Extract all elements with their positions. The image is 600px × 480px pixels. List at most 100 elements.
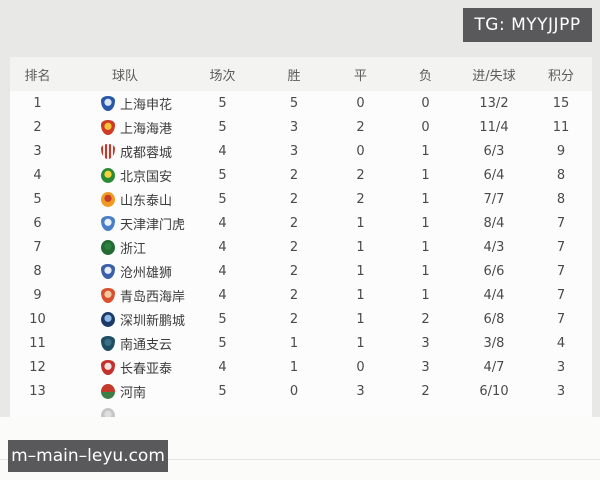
points-cell: 3 [556, 383, 566, 399]
team-cell[interactable]: 深圳新鹏城 [65, 310, 185, 329]
team-name: 浙江 [120, 241, 147, 257]
points-cell: 3 [556, 359, 566, 375]
points-cell: 7 [556, 215, 566, 231]
team-cell[interactable]: 上海申花 [65, 94, 185, 113]
rank-cell: 8 [33, 263, 42, 279]
team-cell[interactable]: 天津津门虎 [65, 214, 185, 233]
rank-cell: 6 [33, 215, 42, 231]
rank-cell: 9 [33, 287, 42, 303]
points-cell: 8 [556, 191, 566, 207]
team-name: 沧州雄狮 [120, 265, 173, 281]
rank-cell: 4 [33, 167, 42, 183]
draws-cell: 1 [356, 239, 365, 255]
losses-cell: 0 [421, 119, 430, 135]
goals-cell: 4/7 [483, 359, 505, 375]
team-logo-icon [101, 287, 115, 303]
table-row[interactable]: 9 青岛西海岸 4 2 1 1 4/4 7 [10, 283, 592, 307]
wins-cell: 2 [289, 311, 299, 327]
goals-cell: 13/2 [479, 95, 509, 111]
table-row[interactable]: 11 南通支云 5 1 1 3 3/8 4 [10, 331, 592, 355]
played-cell: 4 [218, 239, 227, 255]
team-name: 青岛西海岸 [120, 289, 185, 305]
rank-cell: 11 [29, 335, 46, 351]
wins-cell: 1 [289, 359, 299, 375]
rank-cell: 5 [33, 191, 42, 207]
rank-cell: 10 [29, 311, 46, 327]
team-cell[interactable]: 青岛西海岸 [65, 286, 185, 305]
team-name: 长春亚泰 [120, 361, 173, 377]
goals-cell: 6/10 [479, 383, 509, 399]
draws-cell: 0 [356, 95, 365, 111]
team-cell[interactable]: 浙江 [65, 238, 185, 257]
wins-cell: 2 [289, 191, 299, 207]
team-cell[interactable]: 长春亚泰 [65, 358, 185, 377]
team-logo-icon [101, 335, 115, 351]
played-cell: 4 [218, 263, 227, 279]
team-name: 成都蓉城 [120, 145, 173, 161]
team-name: 上海海港 [120, 121, 173, 137]
team-cell[interactable]: 上海海港 [65, 118, 185, 137]
team-name: 山东泰山 [120, 193, 173, 209]
draws-cell: 1 [356, 287, 365, 303]
draws-cell: 3 [356, 383, 365, 399]
played-cell: 4 [218, 215, 227, 231]
col-header-team: 球队 [111, 68, 138, 84]
played-cell: 4 [218, 287, 227, 303]
goals-cell: 6/4 [483, 167, 505, 183]
draws-cell: 1 [356, 215, 365, 231]
wins-cell: 2 [289, 263, 299, 279]
table-row[interactable]: 12 长春亚泰 4 1 0 3 4/7 3 [10, 355, 592, 379]
table-row[interactable]: 7 浙江 4 2 1 1 4/3 7 [10, 235, 592, 259]
points-cell: 7 [556, 311, 566, 327]
table-row[interactable]: 13 河南 5 0 3 2 6/10 3 [10, 379, 592, 403]
table-row[interactable]: 1 上海申花 5 5 0 0 13/2 15 [10, 91, 592, 115]
points-cell: 8 [556, 167, 566, 183]
team-cell[interactable]: 沧州雄狮 [65, 262, 185, 281]
col-header-draws: 平 [353, 68, 367, 84]
table-row[interactable]: 8 沧州雄狮 4 2 1 1 6/6 7 [10, 259, 592, 283]
goals-cell: 4/4 [483, 287, 505, 303]
team-cell[interactable]: 山东泰山 [65, 190, 185, 209]
goals-cell: 3/8 [483, 335, 505, 351]
team-name: 北京国安 [120, 169, 173, 185]
team-logo-icon [101, 119, 115, 135]
losses-cell: 3 [421, 335, 430, 351]
played-cell: 5 [218, 383, 227, 399]
table-row[interactable]: 5 山东泰山 5 2 2 1 7/7 8 [10, 187, 592, 211]
wins-cell: 3 [289, 119, 299, 135]
rank-cell: 12 [29, 359, 46, 375]
team-name: 深圳新鹏城 [120, 313, 185, 329]
played-cell: 5 [218, 335, 227, 351]
goals-cell: 4/3 [483, 239, 505, 255]
team-logo-icon [101, 95, 115, 111]
team-cell[interactable]: 南通支云 [65, 334, 185, 353]
wins-cell: 0 [289, 383, 299, 399]
rank-cell: 1 [33, 95, 42, 111]
col-header-played: 场次 [209, 68, 236, 84]
table-row[interactable] [10, 403, 592, 417]
losses-cell: 1 [421, 239, 430, 255]
team-logo-icon [101, 191, 115, 207]
table-row[interactable]: 6 天津津门虎 4 2 1 1 8/4 7 [10, 211, 592, 235]
team-cell[interactable]: 河南 [65, 382, 185, 401]
draws-cell: 1 [356, 311, 365, 327]
draws-cell: 0 [356, 359, 365, 375]
wins-cell: 3 [289, 143, 299, 159]
draws-cell: 1 [356, 335, 365, 351]
table-row[interactable]: 2 上海海港 5 3 2 0 11/4 11 [10, 115, 592, 139]
table-row[interactable]: 4 北京国安 5 2 2 1 6/4 8 [10, 163, 592, 187]
draws-cell: 1 [356, 263, 365, 279]
team-logo-icon [101, 407, 115, 417]
watermark-badge: m–main–leyu.com [8, 440, 168, 472]
team-cell[interactable]: 成都蓉城 [65, 142, 185, 161]
goals-cell: 6/8 [483, 311, 505, 327]
losses-cell: 1 [421, 191, 430, 207]
col-header-rank: 排名 [24, 68, 51, 84]
team-cell[interactable]: 北京国安 [65, 166, 185, 185]
draws-cell: 2 [356, 191, 365, 207]
draws-cell: 0 [356, 143, 365, 159]
table-row[interactable]: 3 成都蓉城 4 3 0 1 6/3 9 [10, 139, 592, 163]
team-cell[interactable] [65, 407, 185, 417]
goals-cell: 7/7 [483, 191, 505, 207]
table-row[interactable]: 10 深圳新鹏城 5 2 1 2 6/8 7 [10, 307, 592, 331]
